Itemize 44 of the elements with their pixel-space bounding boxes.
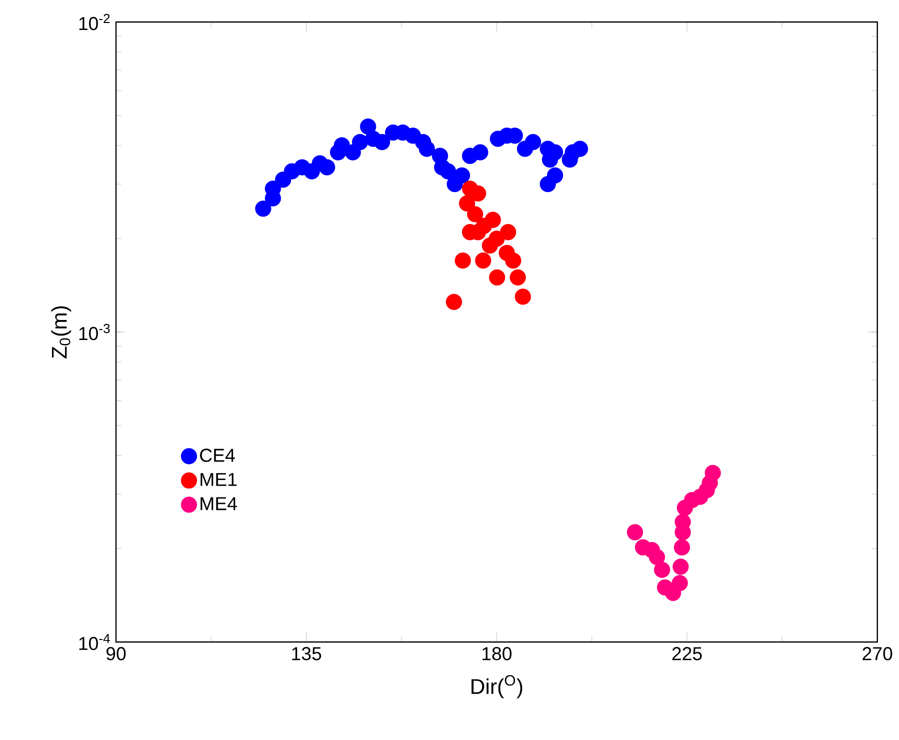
point [374, 134, 390, 150]
point [500, 224, 516, 240]
point [454, 167, 470, 184]
y-tick-label: 10$^{-3}$ [79, 324, 110, 340]
point [672, 558, 689, 575]
legend-label: ME4 [200, 497, 237, 510]
point [255, 200, 272, 217]
point [352, 134, 368, 150]
x-tick-label: 180 [482, 647, 512, 660]
point [704, 464, 721, 482]
point [672, 574, 688, 592]
x-tick-label: 135 [292, 647, 322, 660]
point [472, 144, 488, 160]
y-axis-title: Z$_{0}$(m) [51, 306, 72, 358]
point [514, 288, 531, 305]
point [489, 269, 506, 286]
point [318, 159, 336, 176]
point [476, 218, 492, 234]
point [440, 163, 456, 180]
point [459, 195, 476, 212]
x-tick-label: 225 [672, 647, 702, 660]
point [505, 252, 522, 269]
point [470, 185, 486, 202]
point [524, 134, 542, 150]
point [418, 140, 435, 157]
point [654, 562, 670, 578]
x-axis-title: Dir($^{O}$) [472, 675, 522, 698]
point [446, 294, 462, 310]
x-tick-label: 90 [106, 647, 126, 660]
point [572, 140, 588, 157]
point [626, 524, 644, 540]
point [488, 230, 505, 247]
point [467, 206, 484, 222]
point [648, 548, 666, 566]
point [360, 118, 376, 135]
point [475, 252, 492, 269]
legend-label: CE4 [200, 448, 235, 462]
point [454, 252, 471, 269]
legend-label: ME1 [200, 473, 237, 486]
point [510, 269, 526, 286]
point [546, 167, 564, 184]
y-tick-label: 10$^{-2}$ [79, 14, 110, 30]
point [674, 539, 690, 556]
x-tick-label: 270 [862, 647, 892, 660]
